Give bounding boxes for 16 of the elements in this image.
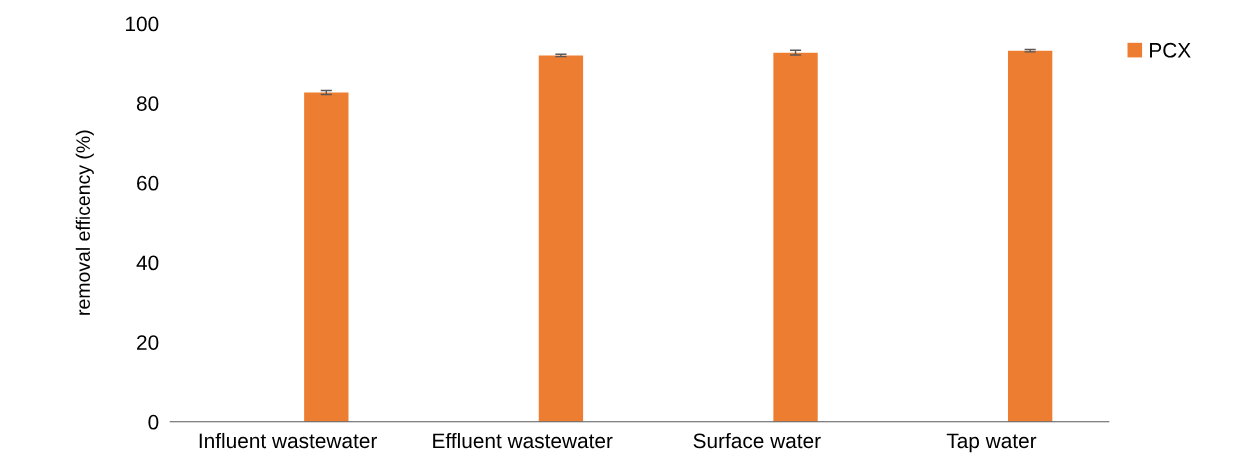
bar (538, 55, 584, 422)
y-tick-label: 20 (137, 335, 159, 350)
x-tick-label: Effluent wastewater (433, 432, 613, 449)
y-tick-label: 0 (148, 414, 159, 430)
legend-label: PCX (1150, 42, 1191, 58)
y-tick-label: 100 (126, 16, 159, 32)
bar (304, 92, 349, 422)
y-tick-label: 40 (136, 255, 159, 271)
bar (773, 52, 818, 422)
x-tick-label: Surface water (693, 432, 821, 449)
y-axis-title: removal efficency (%) (75, 130, 94, 315)
bar (1007, 50, 1053, 422)
y-tick-label: 60 (137, 175, 159, 191)
x-tick-label: Tap water (946, 433, 1037, 453)
x-tick-label: Influent wastewater (199, 432, 378, 449)
y-tick-label: 80 (136, 96, 159, 111)
